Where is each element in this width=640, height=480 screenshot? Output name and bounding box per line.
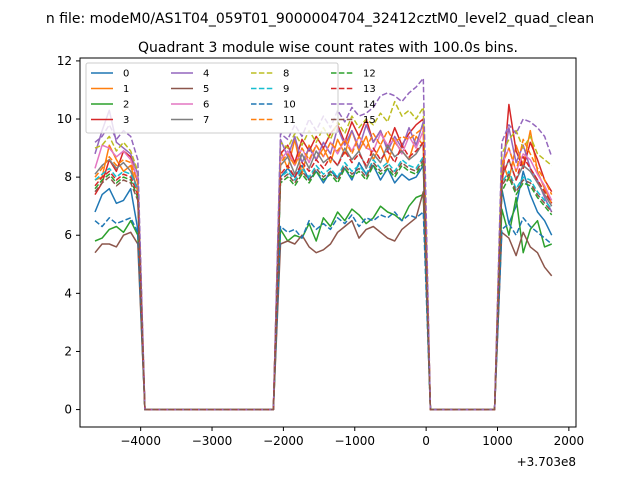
legend-label-12: 12 bbox=[363, 69, 376, 80]
x-tick-label: 0 bbox=[422, 434, 430, 448]
legend-label-10: 10 bbox=[283, 100, 296, 111]
legend-label-1: 1 bbox=[123, 84, 129, 95]
series-line-14 bbox=[94, 77, 553, 411]
chart-title: Quadrant 3 module wise count rates with … bbox=[138, 40, 518, 56]
x-axis: −4000 −3000 −2000 −1000 0 1000 2000 bbox=[120, 427, 584, 448]
y-tick-label: 8 bbox=[64, 170, 72, 184]
x-tick-label: 2000 bbox=[554, 434, 585, 448]
legend-label-7: 7 bbox=[203, 115, 209, 126]
x-offset-label: +3.703e8 bbox=[517, 455, 576, 469]
legend-box bbox=[85, 62, 339, 134]
legend-label-11: 11 bbox=[283, 115, 296, 126]
x-tick-label: −2000 bbox=[263, 434, 304, 448]
legend-label-15: 15 bbox=[363, 115, 376, 126]
axes-frame bbox=[79, 57, 577, 428]
legend-label-6: 6 bbox=[203, 100, 209, 111]
x-tick-label: −4000 bbox=[120, 434, 161, 448]
y-tick-label: 12 bbox=[57, 54, 72, 68]
y-tick-label: 10 bbox=[57, 112, 72, 126]
axes-layer bbox=[79, 57, 577, 428]
y-tick-label: 2 bbox=[64, 344, 72, 358]
figure-suptitle: n file: modeM0/AS1T04_059T01_9000004704_… bbox=[46, 11, 594, 27]
legend-label-3: 3 bbox=[123, 115, 129, 126]
legend-label-13: 13 bbox=[363, 84, 376, 95]
legend-label-14: 14 bbox=[363, 100, 376, 111]
x-tick-label: 1000 bbox=[482, 434, 513, 448]
y-tick-label: 4 bbox=[64, 286, 72, 300]
x-tick-label: −1000 bbox=[334, 434, 375, 448]
y-axis: 0 2 4 6 8 10 12 bbox=[57, 54, 80, 417]
legend-label-0: 0 bbox=[123, 69, 129, 80]
legend-label-5: 5 bbox=[203, 84, 209, 95]
series-layer bbox=[94, 77, 553, 411]
y-tick-label: 6 bbox=[64, 228, 72, 242]
series-line-15 bbox=[94, 158, 553, 411]
legend-label-4: 4 bbox=[203, 69, 209, 80]
legend-label-9: 9 bbox=[283, 84, 289, 95]
legend-label-2: 2 bbox=[123, 100, 129, 111]
x-tick-label: −3000 bbox=[192, 434, 233, 448]
legend-label-8: 8 bbox=[283, 69, 289, 80]
y-tick-label: 0 bbox=[64, 403, 72, 417]
